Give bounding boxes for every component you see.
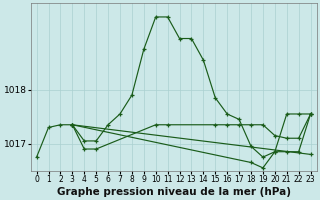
X-axis label: Graphe pression niveau de la mer (hPa): Graphe pression niveau de la mer (hPa)	[57, 187, 291, 197]
